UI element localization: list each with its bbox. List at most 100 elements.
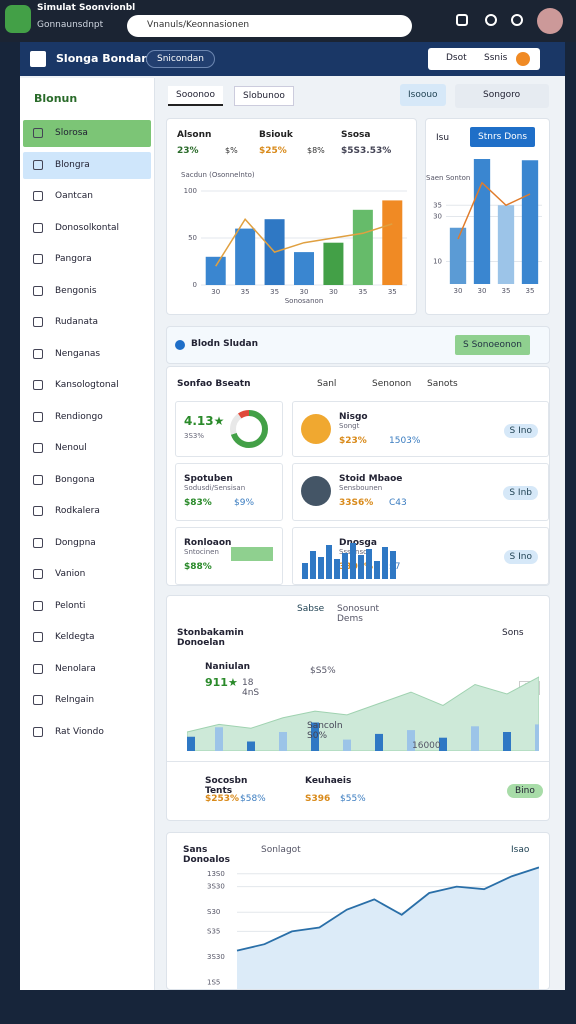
- icon[interactable]: [485, 14, 497, 26]
- area: [187, 676, 539, 751]
- bar: [247, 741, 255, 751]
- nav-label: Relngain: [55, 695, 95, 705]
- filter[interactable]: Sanl: [317, 379, 337, 389]
- kpi-value: 4.13★: [184, 414, 225, 428]
- nav-item[interactable]: Pangora: [23, 246, 151, 273]
- kpi-value: 3303%: [339, 562, 374, 572]
- nav-label: Pangora: [55, 254, 92, 264]
- nav-item[interactable]: Rat Viondo: [23, 719, 151, 746]
- bar: [323, 242, 344, 285]
- nav-item[interactable]: Rendiongo: [23, 404, 151, 431]
- nav-item[interactable]: Oantcan: [23, 183, 151, 210]
- nav-item[interactable]: Dongpna: [23, 530, 151, 557]
- nav-item[interactable]: Bongona: [23, 467, 151, 494]
- nav-item[interactable]: Vanion: [23, 561, 151, 588]
- nav-icon: [33, 506, 43, 516]
- tab[interactable]: Sooonoo: [168, 86, 223, 106]
- kpi-badge: S Ino: [503, 550, 538, 564]
- kpi-extra: C43: [389, 498, 407, 508]
- kpi-title: Ronloaon: [184, 538, 232, 548]
- x-tick-label: 35: [358, 288, 367, 296]
- badge: [516, 52, 530, 66]
- nav-item[interactable]: Rudanata: [23, 309, 151, 336]
- value: 911★: [205, 676, 238, 689]
- y-tick-label: 0: [193, 281, 197, 289]
- icon[interactable]: [456, 14, 468, 26]
- search: Dsot: [446, 53, 467, 63]
- nav-item[interactable]: Donosolkontal: [23, 215, 151, 242]
- note: $S5%: [310, 666, 336, 676]
- nav-item[interactable]: Relngain: [23, 687, 151, 714]
- nav-label: Nenganas: [55, 348, 101, 359]
- tabs[interactable]: Sabse: [297, 604, 325, 614]
- bar: [375, 733, 383, 751]
- app-header: Slonga Bondan Snicondan Dsot Ssnis: [20, 42, 565, 76]
- nav-item[interactable]: Kansologtonal: [23, 372, 151, 399]
- kpi-extra: 1503%: [389, 436, 421, 446]
- nav-item[interactable]: Rodkalera: [23, 498, 151, 525]
- filter[interactable]: Senonon: [372, 379, 412, 389]
- section-bar: Blodn Sludan S Sonoeonon: [166, 326, 550, 364]
- bar: [503, 732, 511, 751]
- avatar[interactable]: [537, 8, 563, 34]
- area: [237, 867, 539, 989]
- stat-label: Alsonn: [177, 130, 211, 140]
- action[interactable]: Sons: [502, 628, 524, 638]
- nav-label: Pelonti: [55, 600, 86, 611]
- kpi-value: $83%: [184, 498, 212, 508]
- kpi-tile: Stoid Mbaoe Sensbounen 33S6% C43 S Inb: [292, 463, 549, 521]
- bar: [310, 551, 316, 579]
- button[interactable]: Stnrs Dons: [470, 127, 536, 147]
- nav-label: Rendiongo: [55, 411, 103, 422]
- tab[interactable]: Slobunoo: [234, 86, 294, 106]
- icon: [175, 340, 185, 350]
- nav-item[interactable]: Nenoul: [23, 435, 151, 462]
- x-title: Sonosanon: [285, 297, 324, 305]
- donut-segment: [230, 410, 268, 448]
- x-tick-label: 30: [300, 288, 309, 296]
- kpi-band: [231, 547, 273, 561]
- address-bar[interactable]: Vnanuls/Keonnasionen: [127, 15, 412, 37]
- nav-item[interactable]: Nenolara: [23, 656, 151, 683]
- nav-icon: [33, 191, 43, 201]
- workspace[interactable]: Snicondan: [146, 50, 216, 68]
- bar: [521, 160, 539, 284]
- bar: [497, 205, 515, 284]
- nav-item[interactable]: Keldegta: [23, 624, 151, 651]
- app-icon[interactable]: [5, 5, 31, 33]
- tab-title[interactable]: Simulat Soonvionbl: [37, 3, 136, 13]
- kpi-sub: Sensbounen: [339, 484, 383, 492]
- kpi-tile: Nisgo Songt $23% 1503% S Ino: [292, 401, 549, 457]
- select[interactable]: Songoro: [455, 84, 549, 108]
- tabs[interactable]: Sonosunt Dems: [337, 604, 380, 624]
- footer-extra: $58%: [240, 794, 266, 804]
- nav-item[interactable]: Bengonis: [23, 278, 151, 305]
- button[interactable]: S Sonoeonon: [455, 335, 530, 355]
- x-tick-label: 30: [329, 288, 338, 296]
- trend-subtitle: Sonlagot: [261, 845, 301, 855]
- bar: [205, 256, 226, 285]
- filter[interactable]: Sanots: [427, 379, 458, 389]
- bar: [215, 727, 223, 751]
- nav-item[interactable]: Slorosa: [23, 120, 151, 147]
- kpi-sub: Sodusdi/Sensisan: [184, 484, 246, 492]
- nav-item[interactable]: Nenganas: [23, 341, 151, 368]
- filter-button[interactable]: Isoouo: [400, 84, 446, 106]
- kpi-sub: Songt: [339, 422, 360, 430]
- stat-extra: $8%: [307, 146, 325, 155]
- icon[interactable]: [511, 14, 523, 26]
- bottom-label: 16000: [412, 741, 441, 751]
- kpi-title: Sonfao Bseatn: [177, 379, 251, 389]
- nav-icon: [33, 128, 43, 138]
- name: Naniulan: [205, 662, 251, 672]
- nav-label: Nenolara: [55, 663, 96, 674]
- app: Slonga Bondan Snicondan Dsot Ssnis Blonu…: [20, 42, 565, 990]
- area-title: Stonbakamin Donoelan: [177, 628, 244, 648]
- y-tick-label: 3S30: [207, 953, 225, 961]
- nav-icon: [33, 632, 43, 642]
- nav-item[interactable]: Pelonti: [23, 593, 151, 620]
- nav-item[interactable]: Blongra: [23, 151, 151, 179]
- search-box[interactable]: Dsot Ssnis: [428, 48, 540, 70]
- nav-icon: [33, 600, 43, 611]
- nav-icon: [33, 663, 43, 674]
